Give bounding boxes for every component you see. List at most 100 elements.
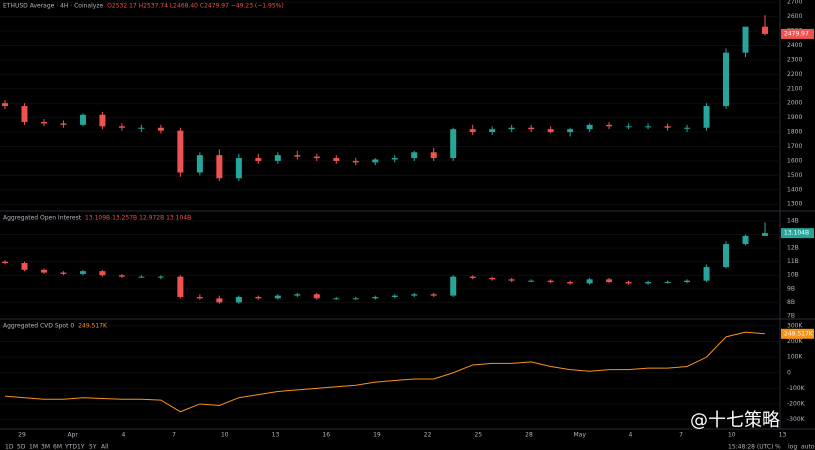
y-tick-label: 0 [787,369,791,376]
candle-body [664,282,671,284]
candle-body [60,123,67,125]
range-button[interactable]: 3M [41,444,50,450]
cvd-line [4,331,766,413]
x-tick-label: 10 [728,432,736,439]
x-tick-label: 25 [474,432,482,439]
y-tick-label: 200K [787,338,803,345]
y-tick-label: 100K [787,354,803,361]
candle-body [372,296,379,299]
y-tick-label: 10B [787,272,799,279]
last-value-label: 13.104B [784,230,809,237]
candle-body [2,103,8,107]
candle-body [411,294,418,296]
x-tick-label: 13 [779,432,787,439]
y-tick-label: 7B [787,312,795,319]
x-tick-label: 10 [221,432,229,439]
candle-body [21,263,28,270]
candle-body [586,279,593,284]
scale-option[interactable]: auto [801,444,815,450]
scale-option[interactable]: log [788,444,797,450]
y-tick-label: -100K [787,385,806,392]
candle-body [118,126,125,128]
candle-body [625,126,632,128]
x-tick-label: May [573,432,586,439]
watermark: @十七策略 [690,410,780,431]
y-tick-label: 11B [787,258,799,265]
candle-body [567,282,574,284]
candle-body [762,233,768,236]
x-tick-label: 13 [272,432,280,439]
candle-body [274,295,281,299]
x-tick-label: 7 [679,432,683,439]
candle-body [625,282,632,284]
y-tick-label: 1800 [787,129,802,136]
range-button[interactable]: 1D [5,444,14,450]
x-tick-label: 4 [121,432,125,439]
scale-option[interactable]: % [775,444,781,450]
y-tick-label: -200K [787,400,806,407]
range-button[interactable]: 5Y [89,444,97,450]
candle-body [547,280,554,283]
last-value-label: 249.517K [784,330,814,337]
y-tick-label: 9B [787,285,795,292]
y-tick-label: 14B [787,217,799,224]
candle-body [469,129,476,133]
y-tick-label: 1500 [787,172,802,179]
range-button[interactable]: 6M [53,444,62,450]
candle-body [762,26,768,34]
candle-body [352,160,359,163]
candle-body [489,129,496,133]
candle-body [79,271,86,274]
candle-body [430,152,437,159]
candle-body [489,277,496,280]
candle-body [645,126,652,128]
y-tick-label: 1400 [787,186,802,193]
candle-body [450,276,457,296]
candle-body [606,124,613,127]
candle-body [40,121,47,124]
candle-body [21,106,28,122]
y-tick-label: 8B [787,299,795,306]
candle-body [606,279,613,283]
candle-body [118,275,125,277]
candle-body [664,126,671,128]
candle-body [547,129,554,133]
candle-body [469,276,476,278]
candle-body [196,296,203,299]
candle-body [196,155,203,173]
candle-body [352,298,359,300]
candle-body [157,276,164,278]
y-tick-label: 300K [787,322,803,329]
y-tick-label: 2600 [787,13,802,20]
candle-body [430,294,437,296]
range-button[interactable]: All [101,444,109,450]
y-tick-label: 2300 [787,56,802,63]
candle-body [157,127,164,131]
candle-body [450,129,457,159]
y-tick-label: 12B [787,245,799,252]
range-button[interactable]: YTD [64,444,77,450]
candle-body [528,280,535,282]
y-tick-label: 2100 [787,85,802,92]
candle-body [411,152,418,159]
candle-body [138,276,145,278]
candle-body [99,271,106,276]
candle-body [391,295,398,297]
candle-body [333,158,340,161]
pane-title: Aggregated CVD Spot 0 [3,323,74,330]
candle-body [742,26,749,53]
range-button[interactable]: 1Y [77,444,85,450]
y-tick-label: -300K [787,416,806,423]
y-tick-label: 2200 [787,71,802,78]
candle-body [391,158,398,160]
candle-body [703,106,710,128]
x-tick-label: 29 [18,432,26,439]
range-button[interactable]: 5D [17,444,26,450]
y-tick-label: 1300 [787,201,802,208]
candle-body [60,272,67,274]
candle-body [645,282,652,284]
candle-body [235,296,242,303]
range-button[interactable]: 1M [29,444,38,450]
x-tick-label: 22 [424,432,432,439]
x-tick-label: 28 [525,432,533,439]
